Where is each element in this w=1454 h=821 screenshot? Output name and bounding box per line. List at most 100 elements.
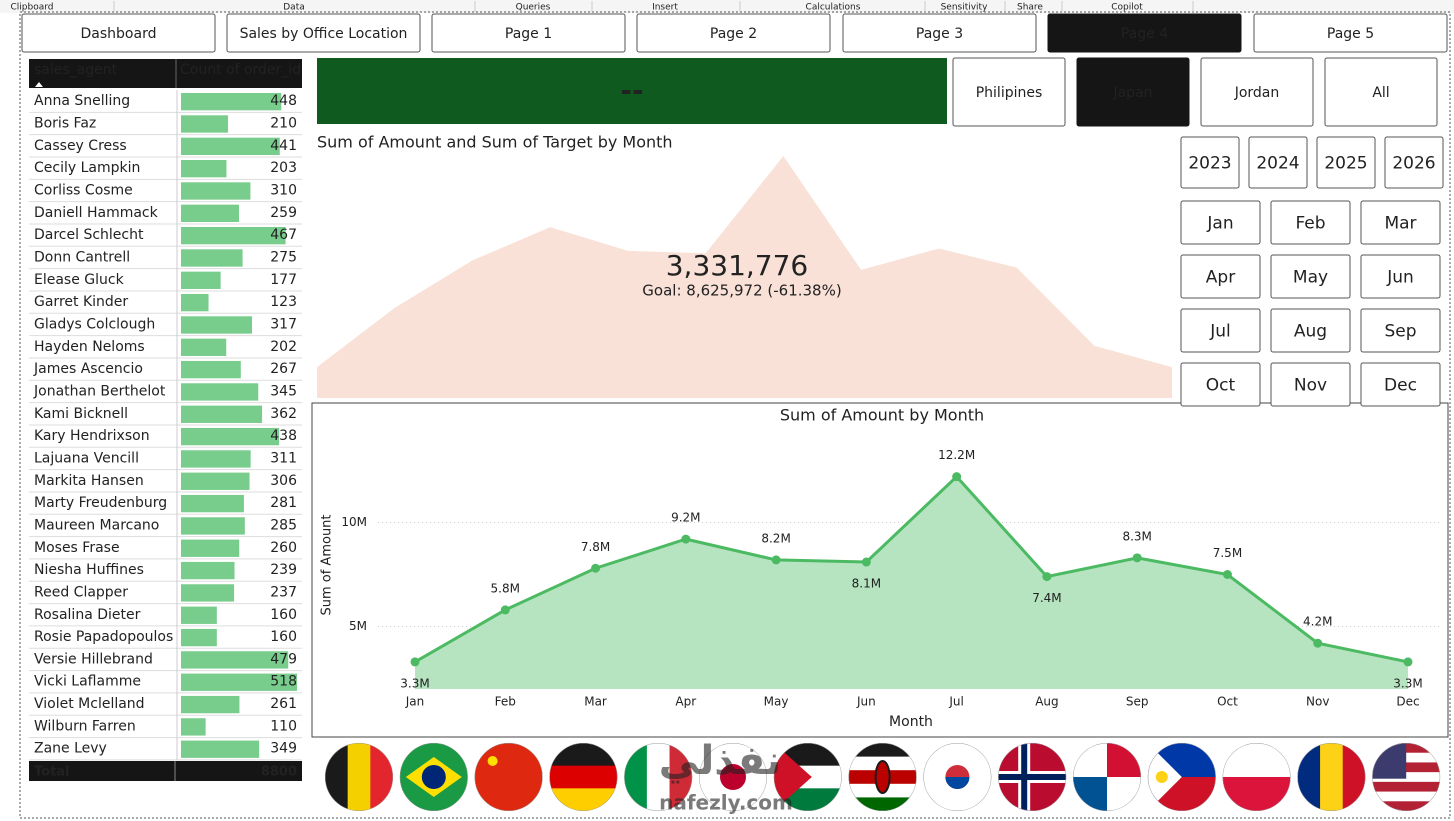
month-button[interactable]: Apr xyxy=(1180,254,1261,299)
year-button-box[interactable] xyxy=(1248,136,1308,189)
month-button-box[interactable] xyxy=(1360,308,1441,353)
flag-shape[interactable] xyxy=(998,774,1067,780)
flag-shape[interactable] xyxy=(1155,771,1168,783)
flag-stripe[interactable] xyxy=(1320,743,1344,811)
country-flag[interactable] xyxy=(1073,743,1141,812)
month-button-label[interactable]: Jan xyxy=(1206,214,1233,234)
nav-button-box[interactable] xyxy=(1047,13,1242,53)
month-button-box[interactable] xyxy=(1360,200,1441,245)
month-button[interactable]: Sep xyxy=(1360,308,1441,353)
month-button-label[interactable]: Sep xyxy=(1384,322,1416,342)
country-button[interactable]: All xyxy=(1324,57,1438,127)
country-flag[interactable] xyxy=(549,743,618,812)
nav-button[interactable]: Page 1 xyxy=(431,13,626,53)
month-button-box[interactable] xyxy=(1270,308,1351,353)
year-button-label[interactable]: 2024 xyxy=(1256,154,1299,174)
month-button-box[interactable] xyxy=(1270,254,1351,299)
flag-shape[interactable] xyxy=(487,756,498,766)
country-flag[interactable] xyxy=(325,743,394,811)
flag-shape[interactable] xyxy=(773,743,812,811)
month-button[interactable]: Feb xyxy=(1270,200,1351,245)
month-button-box[interactable] xyxy=(1270,362,1351,407)
flag-stripe[interactable] xyxy=(1222,777,1291,812)
month-button-box[interactable] xyxy=(1180,254,1261,299)
country-flag[interactable] xyxy=(624,743,693,811)
month-button-box[interactable] xyxy=(1180,308,1261,353)
country-button-box[interactable] xyxy=(1076,57,1190,127)
month-button-label[interactable]: May xyxy=(1293,268,1328,288)
country-flag[interactable] xyxy=(923,743,992,812)
country-button[interactable]: Japan xyxy=(1076,57,1190,127)
flag-stripe[interactable] xyxy=(1372,781,1441,793)
nav-button-box[interactable] xyxy=(636,13,831,53)
month-button-box[interactable] xyxy=(1360,254,1441,299)
nav-button[interactable]: Dashboard xyxy=(21,13,216,53)
country-flag[interactable] xyxy=(699,743,767,812)
flag-stripe[interactable] xyxy=(549,743,618,767)
nav-button-box[interactable] xyxy=(842,13,1037,53)
flag-stripe[interactable] xyxy=(848,743,917,758)
country-button-label[interactable]: All xyxy=(1372,85,1389,101)
nav-button-box[interactable] xyxy=(226,13,421,53)
flag-stripe[interactable] xyxy=(347,743,371,811)
year-button[interactable]: 2023 xyxy=(1180,136,1240,189)
flag-stripe[interactable] xyxy=(1372,791,1441,802)
flag-shape[interactable] xyxy=(421,765,446,789)
month-button-label[interactable]: Apr xyxy=(1206,268,1235,288)
flag-stripe[interactable] xyxy=(370,743,393,811)
nav-button-label[interactable]: Page 4 xyxy=(1121,26,1168,42)
month-button-label[interactable]: Jul xyxy=(1209,322,1231,342)
flag-stripe[interactable] xyxy=(325,743,349,811)
nav-button[interactable]: Sales by Office Location xyxy=(226,13,421,53)
flag-stripe[interactable] xyxy=(848,797,917,811)
month-button[interactable]: Jun xyxy=(1360,254,1441,299)
year-button[interactable]: 2024 xyxy=(1248,136,1308,189)
flag-stripe[interactable] xyxy=(1297,743,1321,811)
nav-button-label[interactable]: Sales by Office Location xyxy=(240,26,408,42)
month-button[interactable]: Jul xyxy=(1180,308,1261,353)
flag-stripe[interactable] xyxy=(1342,743,1366,811)
country-flag[interactable] xyxy=(1147,743,1216,812)
country-flag[interactable] xyxy=(773,743,842,812)
country-button[interactable]: Philipines xyxy=(952,57,1066,127)
flag-stripe[interactable] xyxy=(669,743,693,811)
month-button[interactable]: Oct xyxy=(1180,362,1261,407)
nav-button-label[interactable]: Dashboard xyxy=(81,26,157,42)
year-button-box[interactable] xyxy=(1316,136,1376,189)
month-button-label[interactable]: Mar xyxy=(1384,214,1416,234)
flag-stripe[interactable] xyxy=(474,743,543,812)
month-button[interactable]: Aug xyxy=(1270,308,1351,353)
flag-shape[interactable] xyxy=(874,760,891,794)
year-button-box[interactable] xyxy=(1384,136,1444,189)
month-button-box[interactable] xyxy=(1270,200,1351,245)
year-button-label[interactable]: 2025 xyxy=(1324,154,1367,174)
nav-button-label[interactable]: Page 3 xyxy=(916,26,963,42)
month-button-label[interactable]: Feb xyxy=(1295,214,1325,234)
month-button-label[interactable]: Jun xyxy=(1386,268,1414,288)
country-button-box[interactable] xyxy=(1324,57,1438,127)
month-button[interactable]: Dec xyxy=(1360,362,1441,407)
month-button[interactable]: Nov xyxy=(1270,362,1351,407)
month-button[interactable]: Mar xyxy=(1360,200,1441,245)
country-button[interactable]: Jordan xyxy=(1200,57,1314,127)
nav-button-label[interactable]: Page 5 xyxy=(1327,26,1374,42)
country-button-label[interactable]: Japan xyxy=(1112,85,1152,101)
flag-shape[interactable] xyxy=(945,777,970,789)
month-button-label[interactable]: Dec xyxy=(1384,376,1417,396)
year-button-label[interactable]: 2023 xyxy=(1188,154,1231,174)
month-button-label[interactable]: Oct xyxy=(1206,376,1236,396)
month-button[interactable]: May xyxy=(1270,254,1351,299)
country-flag[interactable] xyxy=(1372,743,1441,812)
nav-button[interactable]: Page 4 xyxy=(1047,13,1242,53)
nav-button-label[interactable]: Page 1 xyxy=(505,26,552,42)
country-flag[interactable] xyxy=(1297,743,1366,811)
flag-stripe[interactable] xyxy=(1222,743,1291,778)
country-button-box[interactable] xyxy=(1200,57,1314,127)
flag-stripe[interactable] xyxy=(549,788,618,811)
year-button-label[interactable]: 2026 xyxy=(1392,154,1435,174)
month-button-box[interactable] xyxy=(1180,362,1261,407)
year-button[interactable]: 2026 xyxy=(1384,136,1444,189)
nav-button-label[interactable]: Page 2 xyxy=(710,26,757,42)
month-button-label[interactable]: Aug xyxy=(1294,322,1327,342)
month-button-box[interactable] xyxy=(1180,200,1261,245)
